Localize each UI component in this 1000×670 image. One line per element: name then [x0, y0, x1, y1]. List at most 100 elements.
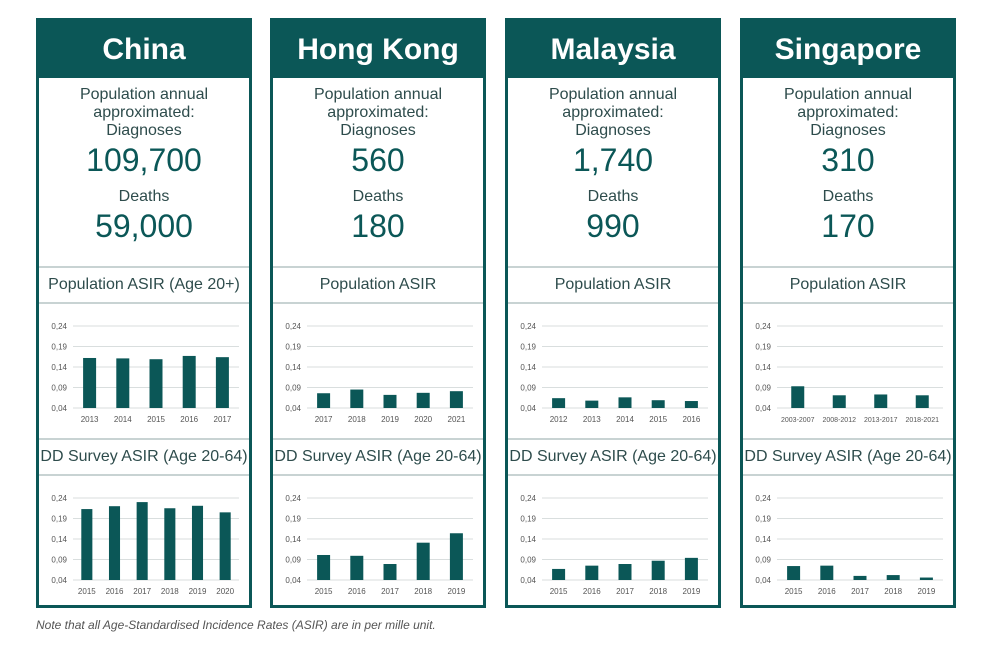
bar	[317, 393, 331, 408]
x-tick-label: 2017	[616, 587, 634, 596]
x-tick-label: 2019	[918, 587, 936, 596]
diagnoses-value: 310	[821, 142, 875, 178]
y-tick-label: 0,04	[755, 576, 771, 585]
population-asir-title: Population ASIR	[273, 268, 483, 304]
x-tick-label: 2019	[189, 587, 207, 596]
x-tick-label: 2015	[147, 415, 165, 424]
population-asir-title: Population ASIR (Age 20+)	[39, 268, 249, 304]
country-card-singapore: Singapore Population annual approximated…	[740, 18, 956, 608]
y-tick-label: 0,09	[51, 384, 67, 393]
y-tick-label: 0,09	[520, 384, 536, 393]
stats-panel: Population annual approximated: Diagnose…	[508, 78, 718, 268]
dd-survey-asir-chart: 0,04 0,09 0,14 0,19 0,24 2015 2016 2017 2018 2019…	[39, 476, 249, 610]
y-tick-label: 0,24	[51, 322, 67, 331]
population-asir-chart: 0,04 0,09 0,14 0,19 0,24 2003-2007 2008-2012 20…	[743, 304, 953, 440]
diagnoses-value: 560	[351, 142, 405, 178]
population-asir-title: Population ASIR	[508, 268, 718, 304]
y-tick-label: 0,24	[520, 322, 536, 331]
y-tick-label: 0,14	[755, 363, 771, 372]
diagnoses-label: Population annual approximated: Diagnose…	[783, 86, 913, 139]
bar	[585, 400, 599, 408]
country-title: Hong Kong	[273, 21, 483, 78]
x-tick-label: 2014	[616, 415, 634, 424]
x-tick-label: 2015	[78, 587, 96, 596]
y-tick-label: 0,04	[755, 404, 771, 413]
dd-survey-asir-chart: 0,04 0,09 0,14 0,19 0,24 2015 2016 2017 2018 2019	[508, 476, 718, 610]
y-tick-label: 0,14	[520, 363, 536, 372]
bar	[182, 355, 196, 408]
bar	[149, 359, 163, 408]
y-tick-label: 0,09	[520, 556, 536, 565]
footnote: Note that all Age-Standardised Incidence…	[36, 618, 436, 632]
x-tick-label: 2018	[348, 415, 366, 424]
bar	[416, 542, 430, 580]
y-tick-label: 0,04	[285, 404, 301, 413]
diagnoses-value: 109,700	[86, 142, 202, 178]
dd-survey-asir-chart: 0,04 0,09 0,14 0,19 0,24 2015 2016 2017 2018 2019	[273, 476, 483, 610]
population-asir-chart: 0,04 0,09 0,14 0,19 0,24 2012 2013 2014 2015 2016	[508, 304, 718, 440]
country-card-china: China Population annual approximated: Di…	[36, 18, 252, 608]
diagnoses-value: 1,740	[572, 142, 654, 178]
y-tick-label: 0,19	[285, 515, 301, 524]
population-asir-chart: 0,04 0,09 0,14 0,19 0,24 2017 2018 2019 2020 2021	[273, 304, 483, 440]
y-tick-label: 0,04	[520, 404, 536, 413]
dd-survey-asir-title: DD Survey ASIR (Age 20-64)	[39, 440, 249, 476]
bar	[416, 392, 430, 408]
population-asir-chart: 0,04 0,09 0,14 0,19 0,24 2013 2014 2015 2016 2017	[39, 304, 249, 440]
deaths-label: Deaths	[587, 188, 639, 205]
y-tick-label: 0,24	[520, 494, 536, 503]
bar	[317, 554, 331, 580]
dd-survey-asir-title: DD Survey ASIR (Age 20-64)	[508, 440, 718, 476]
x-tick-label: 2018	[414, 587, 432, 596]
deaths-label: Deaths	[822, 188, 874, 205]
bar	[651, 560, 665, 580]
population-asir-svg: 0,04 0,09 0,14 0,19 0,24 2013 2014 2015 2016 2017	[51, 322, 239, 424]
bar	[915, 395, 929, 408]
y-tick-label: 0,04	[51, 576, 67, 585]
x-tick-label: 2016	[583, 587, 601, 596]
x-tick-label: 2017	[851, 587, 869, 596]
y-tick-label: 0,19	[51, 343, 67, 352]
y-tick-label: 0,24	[285, 322, 301, 331]
country-card-malaysia: Malaysia Population annual approximated:…	[505, 18, 721, 608]
bar	[552, 398, 566, 408]
x-tick-label: 2013	[583, 415, 601, 424]
x-tick-label: 2015	[649, 415, 667, 424]
y-tick-label: 0,19	[51, 515, 67, 524]
x-tick-label: 2017	[315, 415, 333, 424]
stats-panel: Population annual approximated: Diagnose…	[273, 78, 483, 268]
x-tick-label: 2003-2007	[781, 417, 815, 424]
x-tick-label: 2016	[818, 587, 836, 596]
dd-survey-asir-svg: 0,04 0,09 0,14 0,19 0,24 2015 2016 2017 2018 2019	[520, 494, 708, 596]
x-tick-label: 2016	[180, 415, 198, 424]
x-tick-label: 2018	[161, 587, 179, 596]
bar	[116, 358, 130, 408]
x-tick-label: 2014	[114, 415, 132, 424]
bar	[383, 394, 397, 408]
dd-survey-asir-chart: 0,04 0,09 0,14 0,19 0,24 2015 2016 2017 2018 2019	[743, 476, 953, 610]
y-tick-label: 0,14	[51, 535, 67, 544]
bar	[853, 575, 867, 580]
x-tick-label: 2021	[448, 415, 466, 424]
y-tick-label: 0,19	[755, 515, 771, 524]
bar	[618, 397, 632, 408]
y-tick-label: 0,19	[520, 343, 536, 352]
x-tick-label: 2012	[550, 415, 568, 424]
diagnoses-label: Population annual approximated: Diagnose…	[313, 86, 443, 139]
dd-survey-asir-svg: 0,04 0,09 0,14 0,19 0,24 2015 2016 2017 2018 2019	[755, 494, 943, 596]
deaths-value: 990	[586, 208, 640, 244]
bar	[585, 565, 599, 580]
y-tick-label: 0,19	[520, 515, 536, 524]
y-tick-label: 0,09	[285, 556, 301, 565]
y-tick-label: 0,14	[755, 535, 771, 544]
bar	[191, 505, 204, 580]
diagnoses-label: Population annual approximated: Diagnose…	[548, 86, 678, 139]
y-tick-label: 0,09	[755, 384, 771, 393]
y-tick-label: 0,09	[51, 556, 67, 565]
deaths-value: 180	[351, 208, 405, 244]
country-title: Malaysia	[508, 21, 718, 78]
x-tick-label: 2019	[448, 587, 466, 596]
x-tick-label: 2018	[884, 587, 902, 596]
bar	[215, 357, 229, 408]
bar	[219, 512, 231, 580]
